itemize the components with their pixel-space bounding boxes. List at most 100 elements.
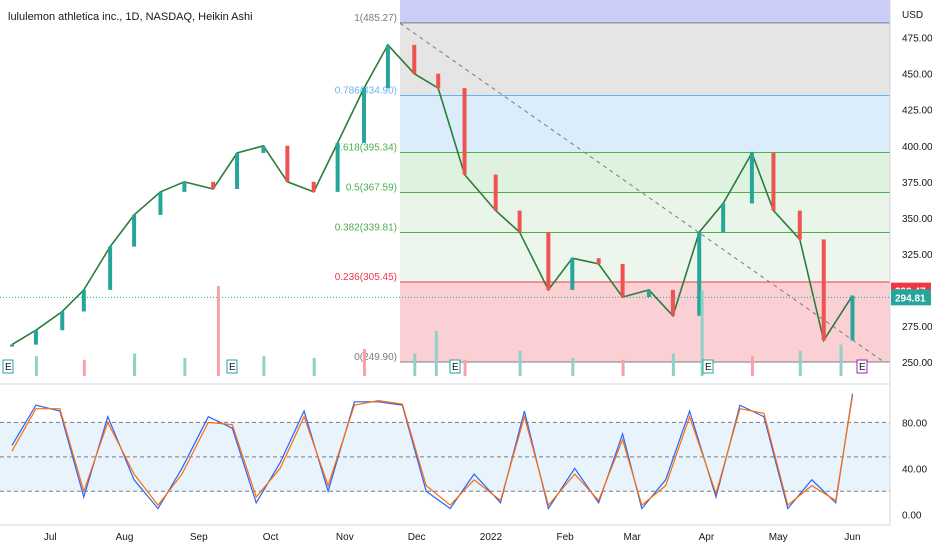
fib-trend-line (399, 22, 885, 363)
candle (385, 44, 390, 89)
fib-level-label: 0.382(339.81) (335, 223, 397, 234)
oscillator-layer (0, 393, 890, 510)
time-tick: Jul (44, 532, 57, 543)
fib-level-label: 0.618(395.34) (335, 142, 397, 153)
fib-level-label: 0.5(367.59) (346, 182, 397, 193)
price-series-layer (0, 43, 890, 347)
last-price-tag: 294.81 (895, 293, 926, 304)
candle (412, 44, 417, 74)
fib-band (400, 232, 890, 283)
price-tick: 350.00 (902, 214, 932, 225)
time-tick: Apr (699, 532, 715, 543)
fib-band (400, 282, 890, 363)
time-tick: Jun (844, 532, 860, 543)
time-tick: May (769, 532, 788, 543)
candle (158, 191, 163, 215)
volume-bar (312, 358, 316, 376)
candle (596, 258, 601, 264)
earnings-marker-label: E (705, 362, 712, 373)
price-tick: 450.00 (902, 70, 932, 81)
candle (361, 88, 366, 143)
volume-bar (434, 331, 438, 376)
fib-level-label: 0.236(305.45) (335, 272, 397, 283)
candle (646, 289, 651, 298)
volume-bar (413, 353, 417, 376)
price-tick: 375.00 (902, 178, 932, 189)
fib-levels: 1(485.27)0.786(434.90)0.618(395.34)0.5(3… (335, 13, 890, 363)
volume-bar (463, 359, 467, 376)
fib-level-label: 0(249.90) (354, 352, 397, 363)
earnings-marker-label: E (5, 362, 12, 373)
volume-bar (262, 356, 266, 376)
candle (9, 344, 14, 347)
candle (570, 258, 575, 290)
candle (797, 210, 802, 240)
price-tick: 400.00 (902, 142, 932, 153)
earnings-marker-label: E (229, 362, 236, 373)
volume-bar (621, 359, 625, 376)
volume-bar (82, 359, 86, 376)
candle (697, 232, 702, 316)
earnings-marker-box (856, 359, 868, 374)
time-tick: Sep (190, 532, 208, 543)
volume-bar (183, 358, 187, 376)
candle (132, 214, 137, 247)
candle (620, 263, 625, 298)
time-tick: Dec (408, 532, 426, 543)
time-tick: Nov (336, 532, 354, 543)
time-tick: 2022 (480, 532, 503, 543)
candle (261, 145, 266, 153)
chart-title: lululemon athletica inc., 1D, NASDAQ, He… (8, 11, 253, 23)
osc-tick: 0.00 (902, 510, 922, 521)
osc-k-line (11, 393, 854, 510)
time-tick: Oct (263, 532, 279, 543)
price-tick: 325.00 (902, 250, 932, 261)
candle (335, 142, 340, 192)
candle (235, 152, 240, 189)
candle (33, 330, 38, 345)
volume-bar (700, 290, 704, 376)
volume-bar (839, 344, 843, 376)
volume-bar (798, 350, 802, 376)
time-tick: Aug (116, 532, 134, 543)
fib-band (400, 22, 890, 96)
candle (462, 88, 467, 175)
price-tick: 425.00 (902, 106, 932, 117)
earnings-marker-label: E (452, 362, 459, 373)
volume-bar (216, 286, 220, 376)
time-tick: Feb (557, 532, 575, 543)
candle (821, 239, 826, 341)
earnings-marker-box (2, 359, 14, 374)
candle (493, 174, 498, 211)
candle (60, 311, 65, 331)
last-price-tag-bg (891, 289, 931, 306)
fib-band (400, 152, 890, 193)
volume-bar (750, 356, 754, 376)
fib-bands (400, 0, 890, 363)
candle (211, 181, 216, 189)
price-tick: 250.00 (902, 358, 932, 369)
candle (436, 73, 441, 89)
price-tick: 275.00 (902, 322, 932, 333)
fib-level-label: 1(485.27) (354, 13, 397, 24)
candle (81, 289, 86, 312)
volume-bar (133, 353, 137, 376)
fib-band (400, 192, 890, 233)
volume-bar (571, 358, 575, 376)
candle (285, 145, 290, 182)
volume-bar (362, 349, 366, 376)
earnings-marker-box (702, 359, 714, 374)
osc-tick: 80.00 (902, 418, 927, 429)
candle (546, 232, 551, 290)
candle (721, 203, 726, 233)
volume-bar (34, 356, 38, 376)
fib-band (400, 0, 890, 23)
candle (749, 152, 754, 204)
earnings-marker-box (226, 359, 238, 374)
volume-bar (518, 350, 522, 376)
candle (108, 246, 113, 290)
osc-tick: 40.00 (902, 464, 927, 475)
candle (182, 181, 187, 192)
